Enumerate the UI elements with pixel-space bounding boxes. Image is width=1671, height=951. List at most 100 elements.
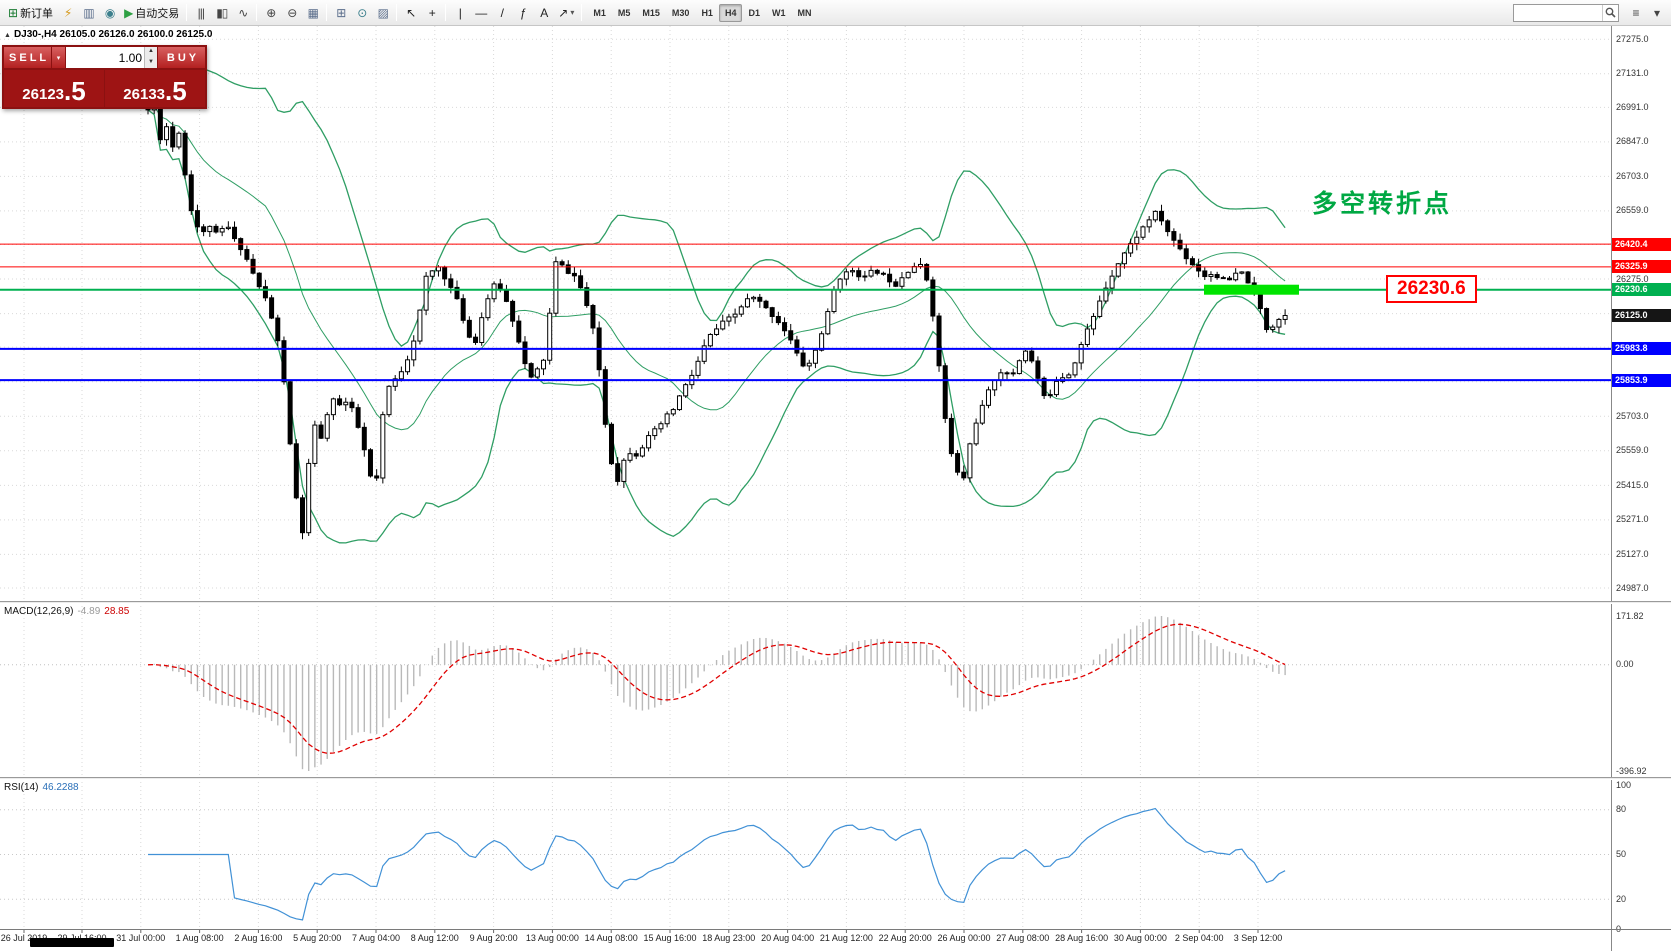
new-order-button[interactable]: ⊞ 新订单 xyxy=(4,2,57,23)
arrows-tool-button[interactable]: ↗ ▾ xyxy=(554,2,578,23)
fibonacci-tool-button[interactable]: ƒ xyxy=(512,2,533,23)
time-label: 21 Aug 12:00 xyxy=(819,933,873,943)
sell-button[interactable]: S E L L xyxy=(4,47,51,68)
timeframe-h1[interactable]: H1 xyxy=(701,7,713,18)
collapse-trade-panel-icon[interactable]: ▲ xyxy=(4,32,11,39)
new-chart-icon: ⊞ xyxy=(336,5,346,20)
timeframe-m1[interactable]: M1 xyxy=(593,7,606,18)
buy-price-display[interactable]: 26133.5 xyxy=(105,70,205,107)
chart-canvas[interactable] xyxy=(0,26,1611,951)
time-label: 28 Aug 16:00 xyxy=(1055,933,1109,943)
price-level-tag: 25853.9 xyxy=(1612,373,1671,387)
trendline-tool-button[interactable]: / xyxy=(491,2,512,23)
timeframe-mn[interactable]: MN xyxy=(797,7,812,18)
market-watch-button[interactable]: ▥ xyxy=(78,2,99,23)
macd-signal-value: 28.85 xyxy=(104,606,130,617)
crosshair-tool-button[interactable]: + xyxy=(421,2,442,23)
horizontal-line-tool-icon: — xyxy=(475,5,487,20)
rsi-value: 46.2288 xyxy=(42,782,79,793)
macd-histogram xyxy=(153,616,1286,771)
search-icon[interactable] xyxy=(1602,4,1618,21)
templates-button[interactable]: ▨ xyxy=(372,2,393,23)
time-label: 26 Jul 2019 xyxy=(0,933,48,943)
panel-separator[interactable] xyxy=(0,777,1671,780)
line-chart-button[interactable]: ∿ xyxy=(232,2,253,23)
rsi-axis-label: 100 xyxy=(1616,779,1632,790)
rsi-axis-label: 80 xyxy=(1616,804,1627,815)
timeframe-group: M1 M5 M15 M30 H1 H4 D1 W1 MN xyxy=(587,3,817,22)
new-order-icon: ⊞ xyxy=(8,5,18,20)
time-label: 2 Aug 16:00 xyxy=(234,933,283,943)
buy-button[interactable]: B U Y xyxy=(158,47,205,68)
time-label: 18 Aug 23:00 xyxy=(702,933,756,943)
macd-axis-label: -396.92 xyxy=(1616,765,1647,776)
timeframe-m5[interactable]: M5 xyxy=(617,7,631,18)
volume-input[interactable] xyxy=(66,47,144,68)
zoom-out-icon: ⊖ xyxy=(287,5,297,20)
search-input[interactable] xyxy=(1514,5,1602,20)
timeframe-w1[interactable]: W1 xyxy=(771,7,786,18)
candlestick-chart-button[interactable]: ▮▯ xyxy=(211,2,232,23)
grid xyxy=(0,26,1611,929)
chart-shift-button[interactable]: ⊙ xyxy=(351,2,372,23)
chart-annotation-text[interactable]: 多空转折点 xyxy=(1312,190,1453,218)
time-label: 9 Aug 20:00 xyxy=(469,933,518,943)
volume-decrease-button[interactable]: ▼ xyxy=(145,57,157,68)
text-tool-icon: A xyxy=(540,5,548,20)
panel-separator[interactable] xyxy=(0,601,1671,604)
toolbar-separator xyxy=(326,4,328,21)
sell-price-fraction: .5 xyxy=(64,75,86,106)
toolbar-separator xyxy=(581,4,583,21)
bar-chart-button[interactable]: ||| xyxy=(190,2,211,23)
symbol-info: ▲ DJ30-,H4 26105.0 26126.0 26100.0 26125.… xyxy=(4,29,212,40)
zoom-in-button[interactable]: ⊕ xyxy=(260,2,281,23)
price-tick-label: 27131.0 xyxy=(1616,68,1649,79)
new-chart-button[interactable]: ⊞ xyxy=(330,2,351,23)
mql-community-button[interactable]: ⚡ xyxy=(57,2,78,23)
line-chart-icon: ∿ xyxy=(238,5,248,20)
rsi-axis-label: 0 xyxy=(1616,924,1621,935)
macd-indicator-label: MACD(12,26,9) -4.89 28.85 xyxy=(4,606,129,617)
new-order-button-label: 新订单 xyxy=(20,7,54,20)
price-tick-label: 25559.0 xyxy=(1616,445,1649,456)
rsi-axis-label: 20 xyxy=(1616,893,1627,904)
time-label: 31 Jul 00:00 xyxy=(116,933,166,943)
time-axis-border xyxy=(0,929,1671,930)
cursor-tool-button[interactable]: ↖ xyxy=(400,2,421,23)
auto-trading-button[interactable]: ▶ 自动交易 xyxy=(120,2,183,23)
symbol-ohlc-text: DJ30-,H4 26105.0 26126.0 26100.0 26125.0 xyxy=(13,29,213,40)
toolbar-overflow-button-1[interactable]: ≡ xyxy=(1625,2,1646,23)
data-window-button[interactable]: ◉ xyxy=(99,2,120,23)
horizontal-line-tool-button[interactable]: — xyxy=(470,2,491,23)
price-callout-label[interactable]: 26230.6 xyxy=(1386,275,1477,303)
vertical-line-tool-button[interactable]: | xyxy=(449,2,470,23)
highlight-bar xyxy=(1204,284,1299,295)
volume-increase-button[interactable]: ▲ xyxy=(145,47,157,58)
price-tick-label: 25271.0 xyxy=(1616,514,1649,525)
vertical-line-tool-icon: | xyxy=(458,5,462,20)
data-window-icon: ◉ xyxy=(104,5,116,20)
macd-signal-line xyxy=(147,623,1286,754)
toolbar-separator xyxy=(396,4,398,21)
tile-windows-button[interactable]: ▦ xyxy=(302,2,323,23)
candlestick-chart-icon: ▮▯ xyxy=(216,5,228,20)
price-level-tag: 26420.4 xyxy=(1612,237,1671,251)
timeframe-d1[interactable]: D1 xyxy=(748,7,760,18)
time-label: 15 Aug 16:00 xyxy=(643,933,697,943)
mql-community-icon: ⚡ xyxy=(63,5,73,20)
sell-options-caret-icon[interactable]: ▾ xyxy=(52,47,65,68)
zoom-out-button[interactable]: ⊖ xyxy=(281,2,302,23)
timeframe-h4[interactable]: H4 xyxy=(718,3,743,22)
one-click-trading-panel: S E L L ▾ ▲ ▼ B U Y 26123.5 26133.5 xyxy=(2,45,207,109)
rsi-line xyxy=(148,807,1286,921)
timeframe-m30[interactable]: M30 xyxy=(671,7,690,18)
timeframe-m15[interactable]: M15 xyxy=(642,7,660,18)
current-price-tag: 26125.0 xyxy=(1612,308,1671,322)
price-tick-label: 26991.0 xyxy=(1616,101,1649,112)
price-axis[interactable]: 27275.0 27131.0 26991.0 26847.0 26703.0 26559… xyxy=(1611,26,1671,951)
bottom-left-black-box xyxy=(30,938,114,947)
text-tool-button[interactable]: A xyxy=(533,2,554,23)
toolbar-overflow-button-2[interactable]: ▾ xyxy=(1646,2,1667,23)
sell-price-display[interactable]: 26123.5 xyxy=(4,70,104,107)
